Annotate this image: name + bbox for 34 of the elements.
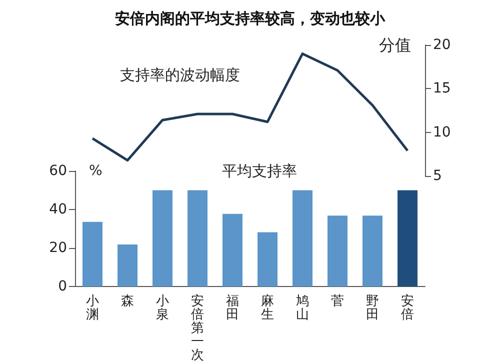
annotation: 平均支持率 — [222, 163, 297, 180]
x-tick-label: 鸠山 — [296, 294, 309, 322]
y-tick-label: 5 — [433, 168, 442, 184]
x-tick-label: 菅 — [331, 294, 344, 309]
bar — [222, 214, 242, 286]
y-tick-label: 40 — [49, 202, 67, 218]
x-tick-label: 小泉 — [156, 294, 169, 322]
bar — [258, 232, 278, 286]
bar — [188, 190, 208, 286]
x-tick-label: 麻生 — [261, 294, 274, 322]
x-tick-label: 福田 — [226, 294, 239, 322]
bar — [398, 190, 418, 286]
y-tick-label: 10 — [433, 124, 451, 140]
bar — [82, 222, 102, 286]
x-tick-label: 安倍第一次 — [191, 292, 204, 362]
bar — [362, 216, 382, 286]
y-tick-label: 20 — [433, 37, 451, 53]
bar — [118, 244, 138, 286]
bar — [328, 216, 348, 286]
y-tick-label: 0 — [58, 278, 67, 294]
bar — [152, 190, 172, 286]
annotation: 支持率的波动幅度 — [120, 67, 240, 84]
y-tick-label: 15 — [433, 80, 451, 97]
bar — [292, 190, 312, 286]
x-tick-label: 森 — [121, 294, 134, 309]
chart-title: 安倍内阁的平均支持率较高，变动也较小 — [115, 10, 386, 28]
y-axis-title: % — [89, 163, 102, 179]
line-series — [91, 52, 409, 162]
x-tick-label: 野田 — [366, 294, 379, 322]
y-axis-title: 分值 — [379, 36, 411, 54]
x-tick-label: 安倍 — [401, 292, 414, 322]
x-tick-label: 小渊 — [86, 294, 99, 322]
y-tick-label: 20 — [49, 240, 67, 256]
y-tick-label: 60 — [49, 163, 67, 179]
